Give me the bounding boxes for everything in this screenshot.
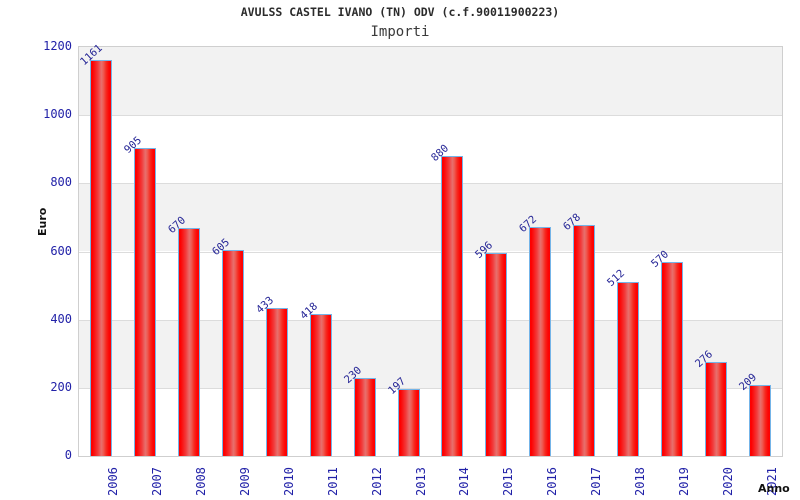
bar[interactable] xyxy=(485,252,508,456)
y-axis-tick: 800 xyxy=(50,175,72,190)
gridline xyxy=(79,115,782,117)
x-axis-tick: 2016 xyxy=(545,467,560,496)
x-axis-tick: 2015 xyxy=(501,467,516,496)
bar[interactable] xyxy=(617,281,640,456)
bar[interactable] xyxy=(397,388,420,456)
y-axis-tick: 0 xyxy=(64,448,72,462)
chart-title: AVULSS CASTEL IVANO (TN) ODV (c.f.900119… xyxy=(240,5,560,19)
bar[interactable] xyxy=(661,261,684,456)
x-axis-tick: 2008 xyxy=(193,467,208,496)
gridline xyxy=(79,251,782,253)
x-axis-title: Anno xyxy=(758,482,790,495)
x-axis-tick: 2006 xyxy=(105,467,120,496)
x-axis-tick: 2007 xyxy=(149,467,164,496)
y-axis-tick: 1200 xyxy=(43,39,72,53)
x-axis-tick: 2011 xyxy=(325,467,340,496)
y-axis-title: Euro xyxy=(36,207,49,236)
bar[interactable] xyxy=(89,60,112,456)
y-axis-tick: 200 xyxy=(50,379,72,394)
x-axis-tick: 2014 xyxy=(457,467,472,496)
bar[interactable] xyxy=(177,227,200,456)
gridline xyxy=(79,319,782,321)
bar[interactable] xyxy=(353,377,376,456)
bar[interactable] xyxy=(749,384,772,456)
x-axis-tick: 2013 xyxy=(413,467,428,496)
bar[interactable] xyxy=(529,226,552,456)
bar[interactable] xyxy=(573,224,596,456)
y-axis-tick: 600 xyxy=(50,243,72,258)
x-axis-tick: 2012 xyxy=(369,467,384,496)
plot-area: 1161 905 670 605 433 418 230 197 880 596 672 678 512… xyxy=(78,42,783,457)
x-axis-tick: 2009 xyxy=(237,467,252,496)
bar[interactable] xyxy=(705,361,728,456)
chart-subtitle: Importi xyxy=(370,24,430,40)
x-axis-tick: 2010 xyxy=(281,467,296,496)
plot-band xyxy=(79,47,782,116)
bar[interactable] xyxy=(265,308,288,456)
x-axis-tick: 2020 xyxy=(721,467,736,496)
bar[interactable] xyxy=(309,313,332,456)
bars-layer: 1161 905 670 605 433 418 230 197 880 596 672 678 512… xyxy=(78,42,782,456)
bar[interactable] xyxy=(441,156,464,456)
y-axis-tick: 1000 xyxy=(43,107,72,122)
y-axis-tick: 400 xyxy=(50,311,72,326)
x-axis-tick-labels: 2006 2007 2008 2009 2010 2011 2012 2013 2014 2015… xyxy=(0,462,800,500)
x-axis-tick: 2019 xyxy=(677,467,692,496)
gridline xyxy=(79,183,782,185)
y-axis-tick-labels: 0 200 400 600 800 1000 1200 xyxy=(0,39,72,462)
gridline xyxy=(79,387,782,389)
x-axis-tick: 2018 xyxy=(633,467,648,496)
bar[interactable] xyxy=(133,147,156,456)
x-axis-tick: 2017 xyxy=(589,467,604,496)
bar[interactable] xyxy=(221,249,244,456)
